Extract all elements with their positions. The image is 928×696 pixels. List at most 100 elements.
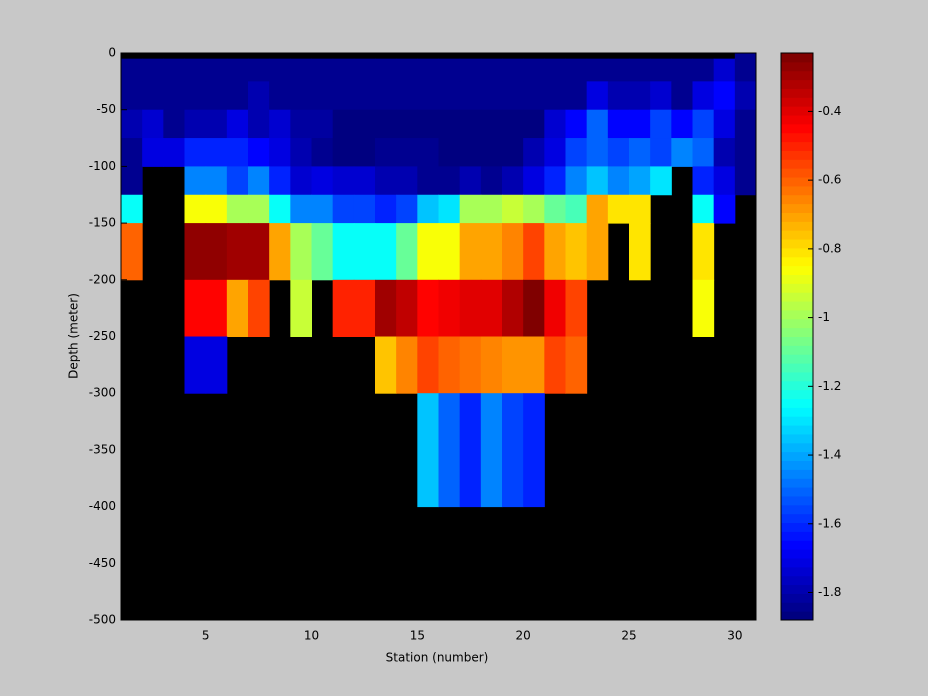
y-tick-label: -100 [89, 159, 116, 173]
heatmap-cell [713, 166, 736, 196]
heatmap-cell [184, 58, 207, 82]
colorbar-segment [781, 433, 813, 444]
heatmap-cell [184, 81, 207, 111]
colorbar-segment [781, 531, 813, 541]
heatmap-cell [417, 58, 439, 82]
heatmap-cell [734, 166, 757, 196]
colorbar-segment [781, 407, 813, 417]
y-tick-label: -450 [89, 556, 116, 570]
heatmap-cell [353, 138, 376, 167]
heatmap-cell [121, 109, 143, 139]
colorbar-segment [781, 327, 813, 337]
colorbar-segment [781, 70, 813, 81]
heatmap-cell [671, 81, 693, 111]
heatmap-cell [311, 194, 334, 224]
heatmap-cell [290, 81, 312, 111]
heatmap-cell [502, 109, 524, 139]
heatmap-cell [586, 166, 609, 196]
heatmap-cell [226, 279, 249, 337]
heatmap-cell [480, 194, 503, 224]
heatmap-cell [565, 109, 588, 139]
colorbar-segment [781, 301, 813, 311]
colorbar-tick-label: -1 [818, 310, 830, 324]
heatmap-cell [417, 166, 439, 196]
y-tick-label: -300 [89, 386, 116, 400]
heatmap-cell [248, 279, 270, 337]
heatmap-cell [184, 194, 207, 224]
heatmap-cell [417, 223, 439, 281]
heatmap-cell [607, 109, 630, 139]
x-tick-label: 5 [202, 629, 210, 643]
heatmap-cell [544, 109, 566, 139]
heatmap-cell [586, 58, 609, 82]
heatmap-cell [502, 223, 524, 281]
heatmap-cell [248, 194, 270, 224]
colorbar-segment [781, 593, 813, 603]
heatmap-cell [544, 194, 566, 224]
colorbar-segment [781, 132, 813, 143]
heatmap-cell [480, 223, 503, 281]
heatmap-cell [226, 138, 249, 167]
heatmap-cell [438, 58, 461, 82]
colorbar-segment [781, 389, 813, 400]
heatmap-cell [523, 138, 545, 167]
heatmap-cell [290, 58, 312, 82]
heatmap-cell [523, 194, 545, 224]
y-tick-label: -250 [89, 329, 116, 343]
heatmap-cell [713, 109, 736, 139]
heatmap-cell [502, 166, 524, 196]
heatmap-cell [734, 53, 757, 60]
heatmap-cell [692, 194, 715, 224]
heatmap-cell [375, 138, 397, 167]
colorbar-segment [781, 168, 813, 178]
heatmap-cell [629, 58, 651, 82]
y-tick-label: -50 [96, 102, 116, 116]
heatmap-cell [565, 166, 588, 196]
heatmap-cell [269, 138, 291, 167]
heatmap-cell [269, 81, 291, 111]
heatmap-cell [353, 194, 376, 224]
heatmap-cell [248, 138, 270, 167]
heatmap-cell [375, 223, 397, 281]
heatmap-cell [671, 109, 693, 139]
heatmap-cell [544, 138, 566, 167]
heatmap-cell [459, 393, 482, 508]
heatmap-cell [629, 166, 651, 196]
heatmap-cell [607, 166, 630, 196]
colorbar-segment [781, 141, 813, 151]
heatmap-cell [650, 58, 672, 82]
heatmap-cell [121, 194, 143, 224]
heatmap-cell [438, 279, 461, 337]
y-tick-label: -500 [89, 613, 116, 627]
heatmap-cell [205, 336, 228, 394]
y-tick-label: -200 [89, 272, 116, 286]
heatmap-cell [565, 336, 588, 394]
colorbar-segment [781, 318, 813, 329]
heatmap-cell [375, 58, 397, 82]
colorbar-segment [781, 345, 813, 355]
colorbar-segment [781, 575, 813, 586]
colorbar-segment [781, 380, 813, 391]
y-axis-label: Depth (meter) [67, 293, 81, 379]
heatmap-cell [734, 58, 757, 82]
x-tick-label: 25 [621, 629, 636, 643]
heatmap-cell [629, 194, 651, 224]
heatmap-cell [353, 223, 376, 281]
colorbar-segment [781, 451, 813, 462]
colorbar-segment [781, 566, 813, 577]
x-tick-label: 10 [304, 629, 319, 643]
heatmap-cell [269, 223, 291, 281]
heatmap-cell [332, 223, 355, 281]
heatmap-cell [523, 109, 545, 139]
heatmap-cell [332, 194, 355, 224]
heatmap-cell [713, 81, 736, 111]
heatmap-cell [480, 393, 503, 508]
colorbar-segment [781, 398, 813, 408]
heatmap-cell [438, 194, 461, 224]
heatmap-cell [226, 194, 249, 224]
colorbar-segment [781, 363, 813, 373]
heatmap-cell [332, 138, 355, 167]
heatmap-cell [544, 336, 566, 394]
colorbar-segment [781, 79, 813, 89]
